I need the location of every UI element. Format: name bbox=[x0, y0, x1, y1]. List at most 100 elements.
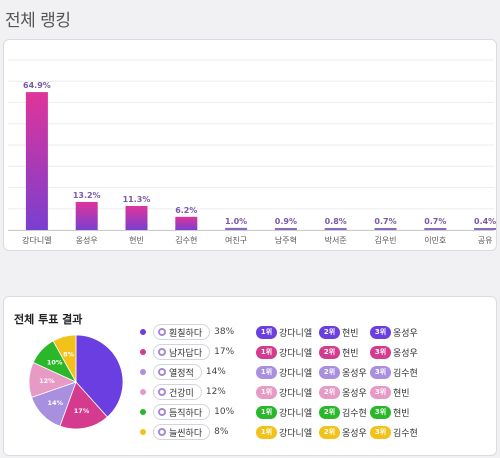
rank-entry: 1위 강다니엘 bbox=[256, 385, 312, 399]
trait-pill[interactable]: 열정적 bbox=[153, 364, 202, 380]
rank-badge: 2위 bbox=[319, 425, 340, 439]
rank-badge: 3위 bbox=[370, 425, 391, 439]
rank-badge: 1위 bbox=[256, 345, 277, 359]
bar[interactable] bbox=[324, 228, 347, 230]
trait-label: 훤칠하다 bbox=[169, 328, 203, 339]
bar[interactable] bbox=[125, 205, 148, 230]
flower-icon bbox=[158, 428, 166, 436]
trait-label: 늘씬하다 bbox=[169, 428, 203, 439]
legend-row: 건강미 12% bbox=[140, 383, 226, 401]
bar[interactable] bbox=[175, 216, 198, 230]
rank-name: 현빈 bbox=[393, 388, 410, 399]
category-label: 김우빈 bbox=[374, 235, 396, 245]
legend-row: 듬직하다 10% bbox=[140, 403, 234, 421]
bar-value-label: 0.9% bbox=[275, 217, 297, 226]
rank-badge: 3위 bbox=[370, 405, 391, 419]
pie-slice-label: 12% bbox=[39, 377, 55, 385]
rank-entry: 3위 옹성우 bbox=[370, 325, 418, 339]
category-label: 이민호 bbox=[424, 235, 446, 245]
rank-badge: 2위 bbox=[319, 365, 340, 379]
flower-icon bbox=[158, 388, 166, 396]
rank-name: 옹성우 bbox=[342, 368, 367, 379]
category-label: 현빈 bbox=[129, 236, 144, 245]
bar-value-label: 1.0% bbox=[225, 217, 247, 226]
bar[interactable] bbox=[374, 228, 397, 230]
bar-value-label: 64.9% bbox=[23, 81, 51, 90]
rank-entry: 2위 김수현 bbox=[319, 405, 367, 419]
category-label: 강다니엘 bbox=[22, 235, 51, 245]
rank-name: 옹성우 bbox=[342, 388, 367, 399]
rank-name: 현빈 bbox=[393, 408, 410, 419]
trait-percent: 14% bbox=[205, 367, 226, 377]
rank-entry: 1위 강다니엘 bbox=[256, 425, 312, 439]
trait-percent: 17% bbox=[214, 347, 235, 357]
category-label: 김수현 bbox=[175, 235, 197, 245]
vote-pie-chart: 17% 14% 12% 10%8% bbox=[28, 334, 124, 430]
rank-name: 강다니엘 bbox=[279, 348, 313, 359]
trait-label: 남자답다 bbox=[169, 348, 203, 359]
rank-entry: 3위 현빈 bbox=[370, 405, 410, 419]
bar-value-label: 11.3% bbox=[123, 195, 151, 204]
legend-row: 열정적 14% bbox=[140, 363, 226, 381]
rank-name: 강다니엘 bbox=[279, 368, 313, 379]
bar-value-label: 0.7% bbox=[374, 217, 396, 226]
vote-result-title: 전체 투표 결과 bbox=[14, 313, 83, 326]
rank-entry: 2위 옹성우 bbox=[319, 385, 367, 399]
bar[interactable] bbox=[474, 228, 497, 230]
rank-badge: 1위 bbox=[256, 365, 277, 379]
trait-percent: 38% bbox=[214, 327, 235, 337]
trait-label: 듬직하다 bbox=[169, 408, 203, 419]
trait-pill[interactable]: 건강미 bbox=[153, 384, 202, 400]
rank-entry: 2위 현빈 bbox=[319, 325, 359, 339]
rank-name: 김수현 bbox=[342, 408, 367, 419]
rank-badge: 3위 bbox=[370, 325, 391, 339]
rank-badge: 1위 bbox=[256, 405, 277, 419]
category-label: 옹성우 bbox=[76, 236, 98, 245]
rank-entry: 3위 옹성우 bbox=[370, 345, 418, 359]
rank-name: 현빈 bbox=[342, 328, 359, 339]
rank-entry: 1위 강다니엘 bbox=[256, 345, 312, 359]
category-label: 박서준 bbox=[325, 235, 347, 245]
rank-name: 김수현 bbox=[393, 368, 418, 379]
trait-label: 건강미 bbox=[169, 388, 194, 399]
bar[interactable] bbox=[274, 228, 297, 230]
trait-pill[interactable]: 훤칠하다 bbox=[153, 324, 211, 340]
pie-slice-label: 14% bbox=[47, 399, 63, 407]
trait-pill[interactable]: 듬직하다 bbox=[153, 404, 211, 420]
rank-badge: 2위 bbox=[319, 325, 340, 339]
rank-name: 강다니엘 bbox=[279, 328, 313, 339]
bar[interactable] bbox=[25, 92, 48, 231]
pie-slice[interactable] bbox=[52, 334, 77, 384]
legend-color-dot bbox=[140, 349, 146, 355]
rank-badge: 2위 bbox=[319, 385, 340, 399]
rank-name: 옹성우 bbox=[342, 428, 367, 439]
bar-value-label: 13.2% bbox=[73, 191, 101, 200]
category-label: 남주혁 bbox=[275, 236, 297, 245]
rank-entry: 1위 강다니엘 bbox=[256, 365, 312, 379]
trait-label: 열정적 bbox=[169, 368, 194, 379]
bar[interactable] bbox=[424, 228, 447, 230]
bar[interactable] bbox=[225, 227, 248, 230]
ranking-bar-chart: 64.9% 강다니엘 13.2% 옹성우 11.3% 현빈 6.2% 김수현 1.0% 여진구 0.… bbox=[8, 59, 497, 245]
rank-name: 옹성우 bbox=[393, 328, 418, 339]
legend-color-dot bbox=[140, 369, 146, 375]
trait-pill[interactable]: 남자답다 bbox=[153, 344, 211, 360]
flower-icon bbox=[158, 368, 166, 376]
rank-badge: 1위 bbox=[256, 385, 277, 399]
rank-badge: 3위 bbox=[370, 345, 391, 359]
pie-slice[interactable] bbox=[75, 334, 124, 418]
pie-slice-label: 8% bbox=[63, 350, 75, 358]
trait-pill[interactable]: 늘씬하다 bbox=[153, 424, 211, 440]
trait-percent: 10% bbox=[214, 407, 235, 417]
rank-entry: 1위 강다니엘 bbox=[256, 325, 312, 339]
rank-badge: 2위 bbox=[319, 405, 340, 419]
legend-row: 남자답다 17% bbox=[140, 343, 234, 361]
rank-name: 강다니엘 bbox=[279, 428, 313, 439]
legend-color-dot bbox=[140, 389, 146, 395]
pie-slice-label: 17% bbox=[74, 407, 90, 415]
ranking-chart-card: 64.9% 강다니엘 13.2% 옹성우 11.3% 현빈 6.2% 김수현 1.0% 여진구 0.… bbox=[3, 39, 497, 251]
rank-entry: 2위 옹성우 bbox=[319, 365, 367, 379]
bar-value-label: 6.2% bbox=[175, 206, 197, 215]
page-title: 전체 랭킹 bbox=[5, 11, 71, 31]
bar[interactable] bbox=[75, 201, 98, 230]
